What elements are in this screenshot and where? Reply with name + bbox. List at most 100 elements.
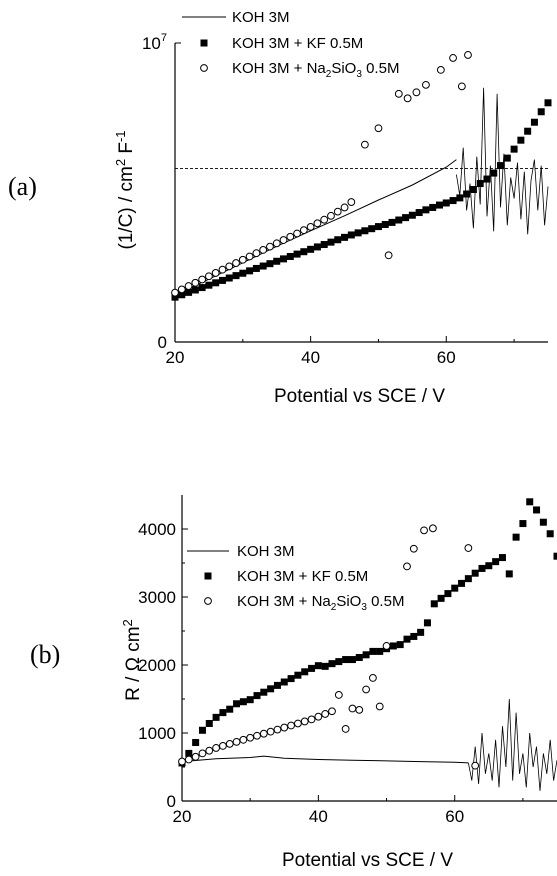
data-point (412, 88, 421, 97)
data-point (259, 262, 267, 270)
data-point (232, 272, 240, 280)
data-point (340, 203, 349, 212)
data-point (307, 715, 316, 724)
data-point (403, 635, 411, 643)
data-point (238, 255, 247, 264)
data-point (524, 127, 532, 135)
data-point (300, 717, 309, 726)
data-point (273, 681, 281, 689)
data-point (436, 66, 445, 74)
data-point (246, 696, 254, 704)
data-point (287, 675, 295, 683)
data-point (246, 733, 255, 742)
data-point (198, 726, 206, 734)
data-point (539, 518, 547, 526)
data-point (368, 225, 376, 233)
data-point (341, 233, 349, 241)
data-point (225, 274, 233, 282)
data-point (171, 288, 179, 297)
data-point (415, 209, 423, 217)
x-axis-label: Potential vs SCE / V (282, 850, 453, 871)
series-line (181, 698, 557, 791)
data-point (478, 564, 486, 572)
data-point (266, 727, 275, 736)
data-point (239, 269, 247, 277)
data-point (389, 642, 397, 650)
data-point (348, 656, 356, 664)
data-point (218, 276, 226, 284)
data-point (409, 544, 418, 553)
data-point (429, 524, 437, 533)
data-point (374, 223, 382, 231)
data-point (430, 600, 438, 608)
legend-label: KOH 3M + Na2SiO3 0.5M (232, 60, 399, 80)
data-point (212, 279, 220, 287)
x-tick-label: 60 (445, 807, 464, 826)
y-tick-label: 0 (158, 333, 167, 352)
data-point (294, 671, 302, 679)
data-point (546, 530, 554, 538)
y-tick-label: 0 (167, 792, 176, 811)
data-point (375, 702, 384, 711)
data-point (498, 554, 506, 562)
data-point (314, 712, 323, 721)
data-point (320, 241, 328, 249)
panel-a-label: (a) (8, 172, 37, 201)
data-point (355, 705, 364, 714)
data-point (306, 222, 315, 231)
data-point (252, 264, 260, 272)
data-point (314, 662, 322, 670)
data-point (218, 265, 227, 274)
data-point (191, 286, 199, 294)
data-point (171, 293, 179, 301)
data-point (259, 729, 268, 738)
x-tick-label: 60 (437, 348, 456, 367)
data-point (449, 197, 457, 205)
legend-marker-swatch (200, 64, 208, 72)
data-point (259, 246, 268, 254)
data-point (464, 51, 472, 59)
data-point (252, 249, 261, 258)
data-point (347, 231, 355, 239)
data-point (300, 248, 308, 256)
legend-label: KOH 3M (232, 9, 290, 26)
data-point (483, 175, 491, 183)
data-point (253, 731, 261, 740)
data-point (492, 558, 500, 566)
data-point (178, 757, 186, 766)
data-point (403, 562, 411, 571)
data-point (279, 236, 288, 244)
data-point (423, 619, 431, 627)
data-point (463, 190, 471, 198)
data-point (374, 124, 383, 133)
data-point (273, 257, 281, 265)
data-point (321, 662, 329, 670)
data-point (396, 641, 404, 649)
data-point (293, 229, 301, 238)
legend-label: KOH 3M (237, 543, 295, 560)
data-point (335, 658, 343, 666)
data-point (205, 281, 213, 289)
x-axis-label: Potential vs SCE / V (274, 386, 445, 407)
data-point (192, 739, 200, 747)
data-point (408, 211, 416, 219)
data-point (442, 199, 450, 207)
data-point (253, 692, 261, 700)
data-point (526, 498, 534, 506)
y-axis-label: (1/C) / cm2 F-1 (113, 130, 137, 249)
y-axis-label: R / Ω cm2 (120, 619, 144, 701)
data-point (299, 226, 308, 235)
data-point (198, 749, 207, 758)
legend-label: KOH 3M + Na2SiO3 0.5M (237, 593, 404, 613)
data-point (245, 252, 254, 261)
data-point (307, 245, 315, 253)
x-tick-label: 40 (309, 807, 328, 826)
data-point (553, 552, 557, 560)
data-point (308, 664, 316, 672)
data-point (260, 688, 268, 696)
y-tick-label: 1000 (138, 724, 176, 743)
series-open-circle (178, 524, 480, 770)
x-tick-label: 40 (301, 348, 320, 367)
data-point (456, 194, 464, 202)
